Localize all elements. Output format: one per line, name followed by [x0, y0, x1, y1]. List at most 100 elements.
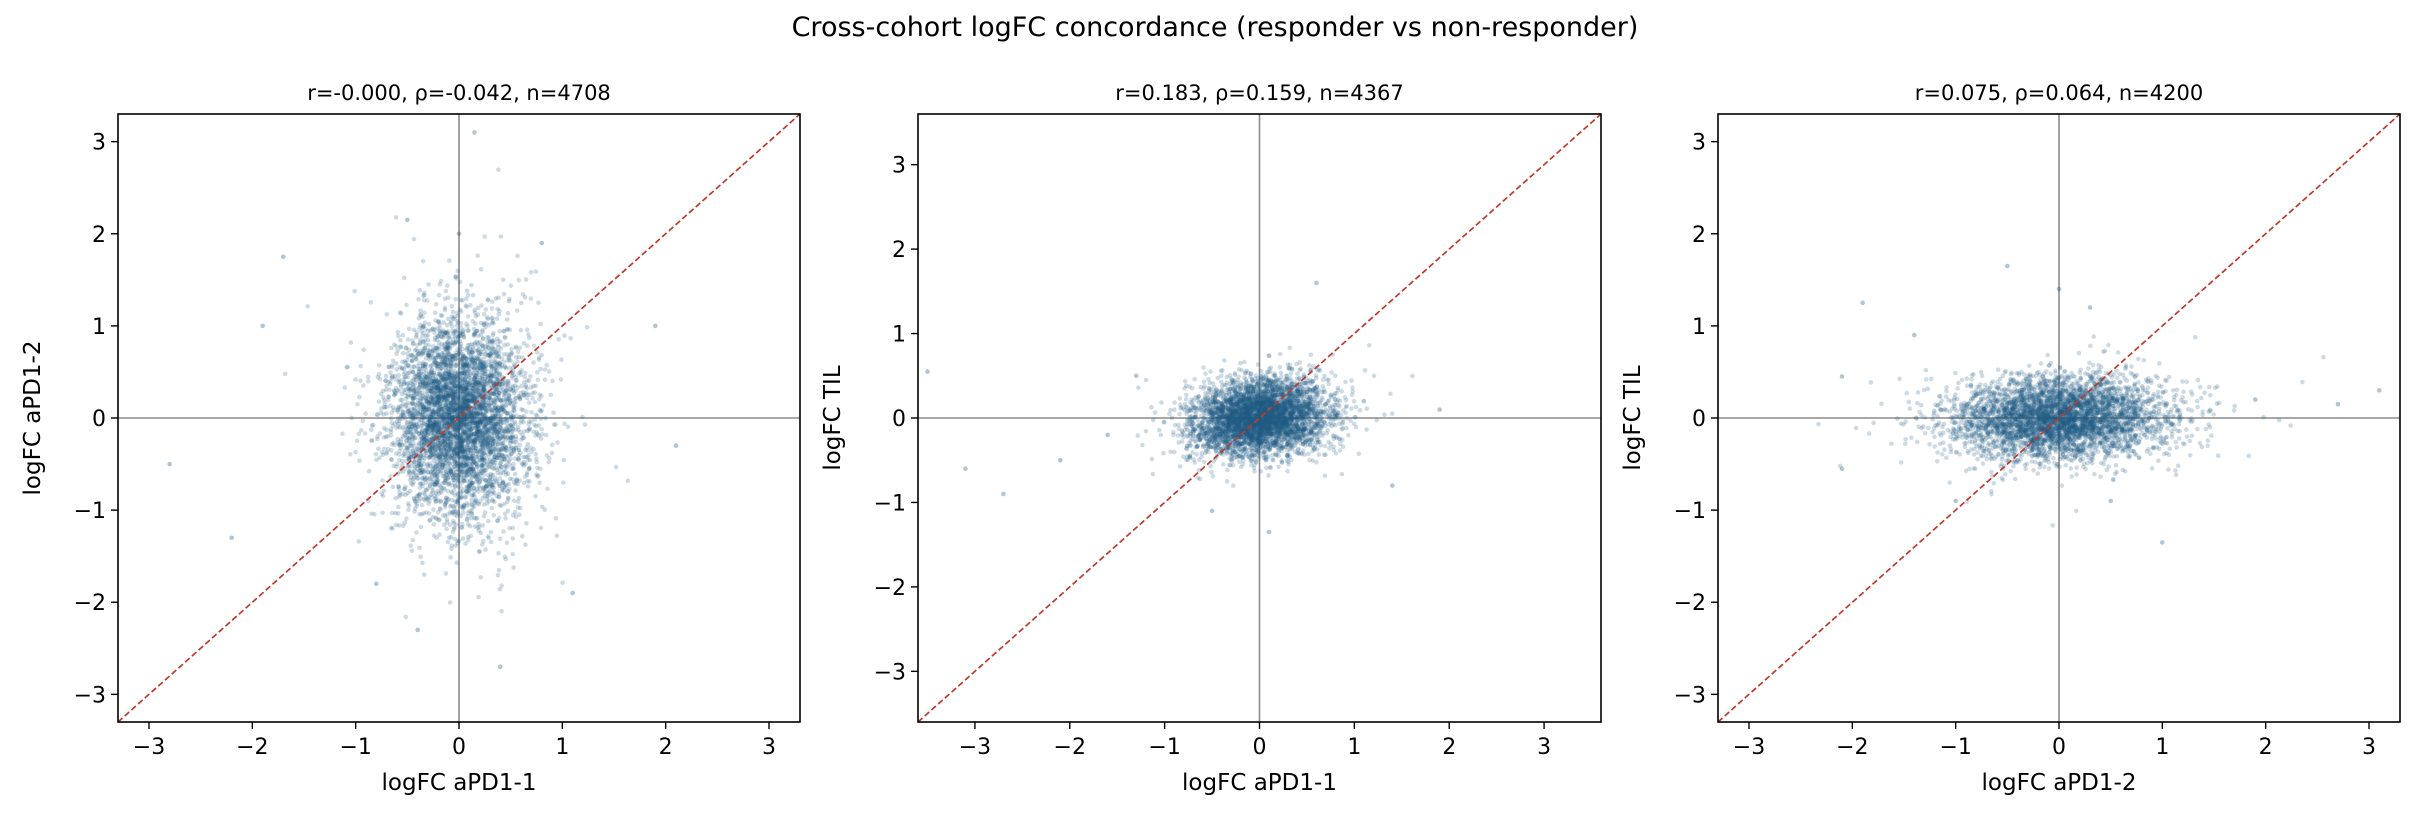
data-point [437, 462, 442, 468]
data-point [424, 371, 430, 377]
data-point [441, 320, 447, 325]
data-point [394, 351, 399, 357]
data-point [428, 447, 433, 453]
data-point [475, 420, 481, 425]
data-point [489, 344, 495, 349]
data-point [421, 339, 427, 345]
data-point [493, 458, 498, 463]
data-point [394, 367, 400, 372]
data-point [517, 442, 523, 448]
data-point [465, 510, 471, 515]
data-point [478, 267, 484, 272]
data-point [418, 417, 423, 423]
data-point [427, 461, 433, 466]
data-point [474, 328, 479, 334]
data-point [542, 377, 548, 383]
data-point [483, 307, 489, 312]
data-point [510, 428, 515, 434]
data-point [404, 438, 409, 443]
data-point [425, 380, 430, 386]
data-point [452, 459, 458, 465]
data-point [556, 336, 561, 342]
data-point [460, 346, 465, 352]
data-point [457, 468, 463, 474]
data-point [446, 496, 452, 502]
data-point [408, 427, 414, 432]
data-point [461, 502, 467, 508]
data-point [366, 468, 372, 474]
data-point [441, 422, 447, 428]
data-point [501, 392, 507, 397]
data-point [535, 474, 540, 479]
data-point [458, 513, 464, 519]
data-point [413, 428, 418, 434]
data-point [524, 521, 529, 526]
data-point [457, 440, 463, 445]
data-point [429, 452, 434, 458]
data-point [478, 377, 483, 383]
data-point [480, 542, 485, 547]
data-point [358, 378, 363, 383]
data-point [380, 493, 386, 499]
data-point [473, 358, 479, 363]
data-point [518, 327, 524, 333]
data-point [472, 388, 477, 394]
data-point [467, 483, 473, 489]
data-point [458, 383, 464, 388]
data-point [421, 405, 427, 410]
data-point [521, 454, 526, 460]
data-point [485, 403, 491, 409]
data-point [463, 398, 469, 404]
data-point [424, 414, 430, 419]
data-point [463, 362, 469, 368]
data-point [484, 493, 490, 499]
data-point [454, 400, 459, 405]
data-point [502, 335, 507, 340]
data-point [453, 356, 459, 362]
data-point [422, 477, 428, 483]
data-point [443, 376, 449, 382]
data-point [362, 431, 368, 436]
data-point [405, 444, 410, 450]
data-point [417, 398, 423, 403]
data-point [502, 408, 508, 413]
data-point [431, 507, 436, 512]
data-point [509, 346, 514, 352]
data-point [429, 472, 434, 477]
data-point [449, 379, 454, 384]
data-point [383, 373, 389, 379]
data-point [498, 365, 504, 370]
data-point [437, 405, 442, 411]
data-point [481, 382, 487, 388]
data-point [493, 296, 499, 301]
data-point [464, 447, 470, 453]
data-point [456, 419, 462, 425]
data-point [493, 430, 499, 436]
data-point [499, 583, 505, 588]
data-point [526, 421, 531, 427]
data-point [402, 520, 408, 525]
data-point [443, 495, 449, 501]
data-point [380, 510, 385, 516]
data-point [470, 347, 476, 352]
data-point [502, 511, 508, 517]
data-point [524, 327, 530, 333]
data-point [458, 410, 463, 416]
data-point [526, 466, 532, 472]
data-point [411, 422, 416, 427]
data-point [424, 422, 430, 428]
data-point [465, 388, 470, 393]
data-point [519, 300, 524, 306]
data-point [384, 312, 390, 317]
data-point [492, 408, 497, 414]
data-point [444, 393, 449, 399]
data-point [486, 439, 491, 444]
data-point [491, 386, 497, 392]
data-point [435, 429, 441, 435]
data-point [486, 395, 492, 401]
data-point [457, 339, 463, 344]
data-point [503, 556, 509, 562]
data-point [447, 416, 453, 422]
data-point [429, 395, 434, 401]
data-point [531, 343, 537, 349]
